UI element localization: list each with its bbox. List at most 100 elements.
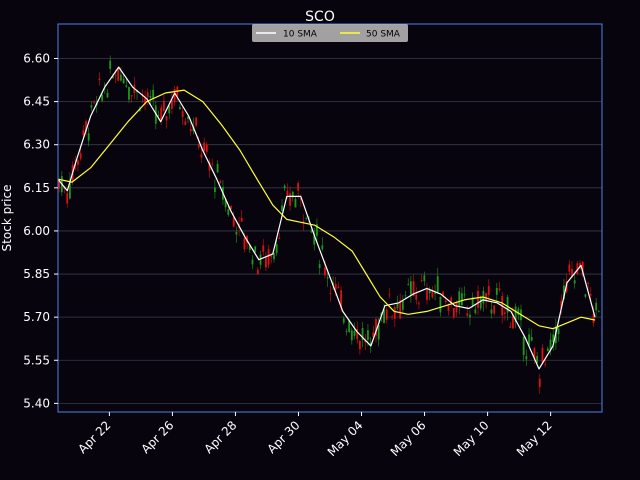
candle-body <box>66 193 69 204</box>
candle-body <box>232 217 235 227</box>
candle-body <box>235 231 238 235</box>
candle-body <box>125 85 128 87</box>
candle-body <box>592 314 595 323</box>
y-tick-label: 5.70 <box>23 310 50 324</box>
chart-title: SCO <box>305 9 335 25</box>
y-axis-label: Stock price <box>0 185 14 252</box>
candle-body <box>353 331 356 336</box>
candle-body <box>243 238 246 250</box>
candle-body <box>299 197 302 200</box>
candle-body <box>168 106 171 114</box>
candle-body <box>248 245 251 250</box>
candle-body <box>522 336 525 356</box>
candle-body <box>428 290 431 294</box>
y-tick-label: 6.00 <box>23 224 50 238</box>
candle-body <box>409 281 412 295</box>
candle-body <box>114 75 117 77</box>
candle-body <box>171 100 173 109</box>
sma10-line <box>57 66 596 370</box>
sma-lines <box>57 66 596 370</box>
candle-body <box>165 116 168 121</box>
candle-body <box>452 307 455 318</box>
candle-body <box>514 306 517 323</box>
candle-body <box>493 305 496 314</box>
candle-body <box>286 190 289 196</box>
candle-body <box>106 92 109 98</box>
candle-body <box>388 294 391 296</box>
candle-body <box>294 198 297 208</box>
candle-body <box>77 160 79 165</box>
candle-body <box>498 288 501 291</box>
candle-body <box>557 328 560 334</box>
candle-body <box>581 261 584 276</box>
candle-body <box>302 220 305 224</box>
y-tick-label: 5.85 <box>23 267 50 281</box>
candle-body <box>458 291 461 306</box>
candle-body <box>90 105 93 108</box>
candle-body <box>275 244 278 254</box>
candle-body <box>447 305 450 311</box>
candle-body <box>563 285 565 299</box>
candle-body <box>149 96 152 98</box>
sma50-line <box>57 89 596 330</box>
candle-body <box>597 310 600 312</box>
y-tick-label: 6.45 <box>23 95 50 109</box>
candle-body <box>544 364 547 366</box>
candle-body <box>162 100 165 111</box>
candle-body <box>423 275 426 282</box>
candle-body <box>418 303 420 305</box>
candle-body <box>474 309 477 314</box>
candle-body <box>364 340 367 342</box>
candle-body <box>383 309 385 324</box>
candle-body <box>342 318 345 323</box>
candle-body <box>160 107 163 121</box>
candle-body <box>173 88 176 103</box>
candle-body <box>377 324 380 340</box>
candle-body <box>273 253 275 260</box>
candle-body <box>318 264 321 269</box>
candle-body <box>270 255 273 257</box>
candle-body <box>538 378 541 387</box>
candle-body <box>197 144 200 148</box>
candle-body <box>503 312 506 314</box>
candle-body <box>117 67 120 81</box>
candle-body <box>111 76 114 79</box>
candle-body <box>375 318 377 336</box>
candle-body <box>348 320 351 333</box>
candle-body <box>82 130 85 136</box>
candle-body <box>576 263 579 274</box>
candle-body <box>399 300 402 319</box>
candle-body <box>361 328 364 340</box>
candle-body <box>439 296 442 313</box>
candle-body <box>267 249 270 265</box>
candle-body <box>334 283 337 290</box>
y-tick-label: 6.60 <box>23 51 50 65</box>
candle-body <box>283 185 286 189</box>
candle-body <box>412 281 415 297</box>
candle-body <box>227 209 230 215</box>
candle-body <box>109 60 112 69</box>
candle-body <box>401 300 404 310</box>
candle-body <box>195 117 198 126</box>
candle-body <box>396 303 399 309</box>
candle-body <box>144 98 146 105</box>
candle-body <box>372 332 375 337</box>
candle-body <box>450 297 453 304</box>
candle-body <box>512 314 514 329</box>
candle-body <box>316 224 318 236</box>
candle-body <box>216 163 219 173</box>
candle-body <box>240 218 243 222</box>
candle-body <box>93 102 95 104</box>
candle-body <box>442 291 445 296</box>
candle-body <box>85 121 87 132</box>
candle-body <box>324 267 326 276</box>
candle-body <box>157 114 160 116</box>
candle-body <box>431 289 434 298</box>
candle-body <box>426 288 428 300</box>
candle-body <box>184 121 187 126</box>
candle-body <box>120 74 122 81</box>
candle-body <box>536 355 538 363</box>
candle-body <box>367 330 369 340</box>
candle-body <box>477 290 479 308</box>
